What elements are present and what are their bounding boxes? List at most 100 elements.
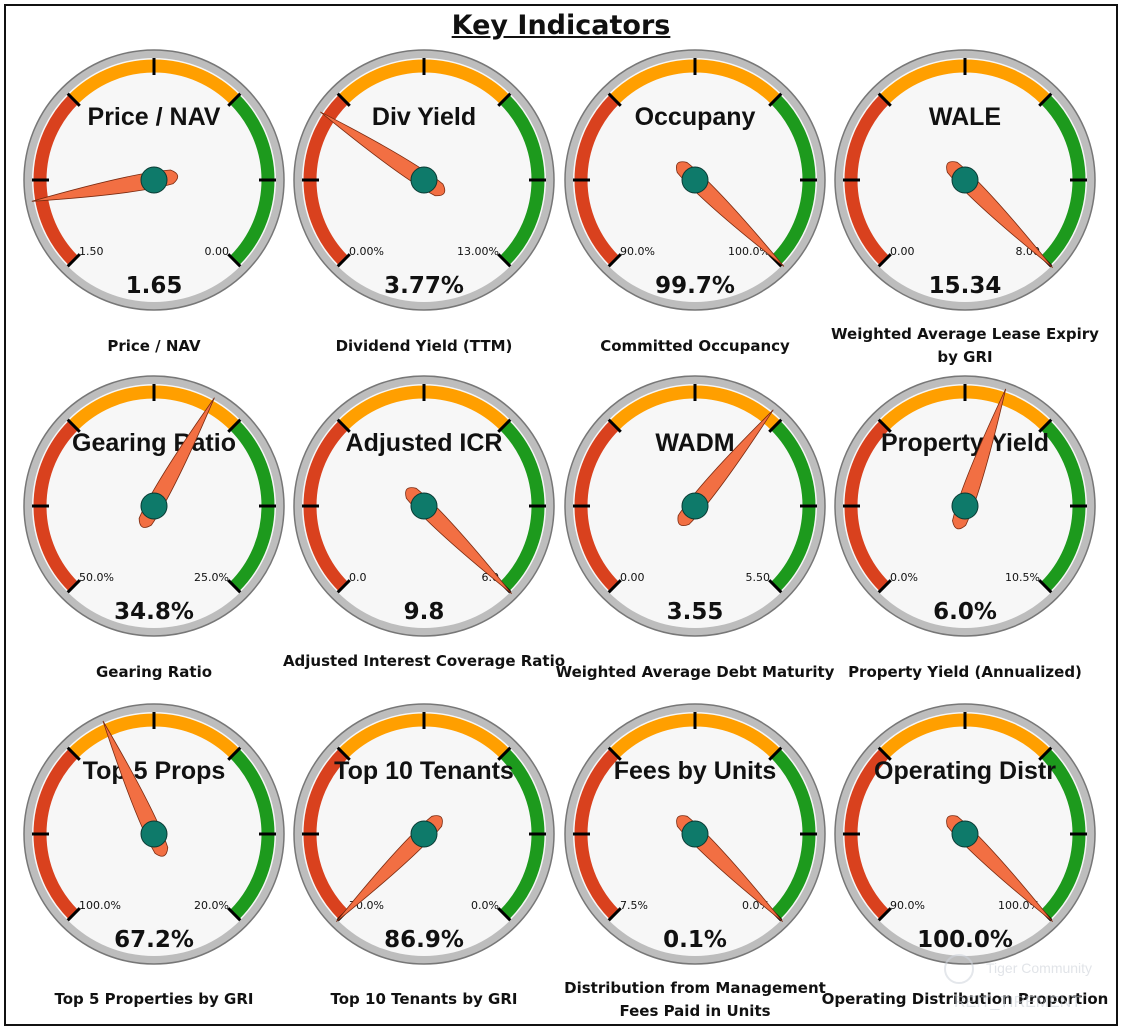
- gauge-min-label: 0.00: [890, 245, 915, 258]
- gauge-caption: Weighted Average Lease Expiry by GRI: [831, 325, 1099, 366]
- gauge-hub: [410, 166, 438, 194]
- gauge-tick: [768, 418, 783, 433]
- tiger-logo-icon: [944, 954, 974, 984]
- gauge-value: 1.65: [126, 273, 183, 299]
- gauge-hub: [681, 820, 709, 848]
- gauge-tick: [877, 746, 892, 761]
- gauge-tick: [877, 907, 892, 922]
- gauge-tick: [336, 253, 351, 268]
- gauge-value: 3.55: [667, 599, 724, 625]
- gauge-tick: [497, 746, 512, 761]
- gauge-title: Fees by Units: [614, 757, 777, 785]
- gauge-caption: Adjusted Interest Coverage Ratio: [282, 652, 566, 670]
- gauge-title: Adjusted ICR: [346, 429, 503, 457]
- gauge-max-label: 13.00%: [457, 245, 499, 258]
- gauge-tick: [497, 92, 512, 107]
- gauge-tick: [877, 418, 892, 433]
- gauge-value: 15.34: [929, 273, 1002, 299]
- gauge-tick: [1038, 579, 1053, 594]
- gauge-hub: [951, 492, 979, 520]
- gauge-min-label: 0.0: [349, 571, 367, 584]
- gauge-caption: Operating Distribution Proportion: [821, 990, 1109, 1008]
- gauge-max-label: 5.50: [746, 571, 771, 584]
- gauge-caption: Price / NAV: [107, 337, 201, 355]
- gauge-hub: [951, 166, 979, 194]
- watermark-user: REIT_TIREMENT: [954, 994, 1082, 1011]
- gauge-tick: [227, 907, 242, 922]
- gauge-tick: [227, 579, 242, 594]
- gauge: Occupany 90.0% 100.0% 99.7%: [564, 49, 826, 311]
- gauge-tick: [66, 418, 81, 433]
- gauge-max-label: 0.00: [205, 245, 230, 258]
- gauge-min-label: 90.0%: [890, 899, 925, 912]
- gauge-tick: [768, 746, 783, 761]
- gauge-tick: [66, 92, 81, 107]
- gauge-min-label: 1.50: [79, 245, 104, 258]
- gauge-tick: [768, 579, 783, 594]
- gauge-title: Operating Distr: [874, 757, 1056, 785]
- gauge-min-label: 0.0%: [890, 571, 918, 584]
- gauge-caption: Property Yield (Annualized): [848, 663, 1082, 681]
- gauge-tick: [1038, 92, 1053, 107]
- gauge: WADM 0.00 5.50 3.55: [564, 375, 826, 637]
- gauge: Property Yield 0.0% 10.5% 6.0%: [834, 375, 1096, 637]
- gauge-tick: [497, 253, 512, 268]
- gauge-tick: [66, 907, 81, 922]
- gauge-tick: [227, 92, 242, 107]
- gauge-title: Property Yield: [881, 429, 1049, 457]
- gauge-max-label: 25.0%: [194, 571, 229, 584]
- gauge-caption: Dividend Yield (TTM): [335, 337, 513, 355]
- gauge-caption: Committed Occupancy: [600, 337, 790, 355]
- page-title: Key Indicators: [451, 10, 671, 41]
- gauge-max-label: 100.0%: [728, 245, 770, 258]
- gauge-tick: [768, 92, 783, 107]
- gauge: Top 5 Props 100.0% 20.0% 67.2%: [23, 703, 285, 965]
- gauge-tick: [66, 579, 81, 594]
- gauge-tick: [66, 253, 81, 268]
- gauge: Div Yield 0.00% 13.00% 3.77%: [293, 49, 555, 311]
- gauge-hub: [410, 492, 438, 520]
- gauge-caption: Weighted Average Debt Maturity: [555, 663, 835, 681]
- gauge-max-label: 0.0%: [471, 899, 499, 912]
- gauge-value: 67.2%: [114, 927, 194, 953]
- gauge-tick: [336, 579, 351, 594]
- gauge-value: 9.8: [404, 599, 445, 625]
- gauge-min-label: 0.00%: [349, 245, 384, 258]
- gauge: Price / NAV 1.50 0.00 1.65: [23, 49, 285, 311]
- gauge-value: 86.9%: [384, 927, 464, 953]
- gauge-tick: [607, 579, 622, 594]
- watermark-brand: Tiger Community: [986, 960, 1093, 976]
- gauge-tick: [227, 253, 242, 268]
- gauge-tick: [336, 92, 351, 107]
- gauge-hub: [681, 492, 709, 520]
- gauge-tick: [336, 746, 351, 761]
- gauge-tick: [607, 907, 622, 922]
- gauge-min-label: 7.5%: [620, 899, 648, 912]
- gauge-min-label: 50.0%: [79, 571, 114, 584]
- gauge-hub: [681, 166, 709, 194]
- gauge-tick: [66, 746, 81, 761]
- gauge-tick: [227, 418, 242, 433]
- gauge-caption: Top 5 Properties by GRI: [54, 990, 254, 1008]
- gauge-title: Top 10 Tenants: [334, 757, 514, 785]
- watermark: Tiger Community REIT_TIREMENT: [944, 950, 1114, 1020]
- gauge-hub: [140, 166, 168, 194]
- gauge-title: Occupany: [635, 103, 756, 131]
- gauge-tick: [877, 92, 892, 107]
- gauge-title: WADM: [655, 429, 734, 457]
- gauge-max-label: 10.5%: [1005, 571, 1040, 584]
- gauge-title: Div Yield: [372, 103, 476, 131]
- gauge-value: 34.8%: [114, 599, 194, 625]
- gauge-tick: [607, 418, 622, 433]
- gauge-tick: [607, 92, 622, 107]
- gauge-hub: [951, 820, 979, 848]
- gauge-max-label: 20.0%: [194, 899, 229, 912]
- gauge-title: Price / NAV: [88, 103, 221, 131]
- gauge: Gearing Ratio 50.0% 25.0% 34.8%: [23, 375, 285, 637]
- gauge-tick: [497, 418, 512, 433]
- gauge-tick: [336, 418, 351, 433]
